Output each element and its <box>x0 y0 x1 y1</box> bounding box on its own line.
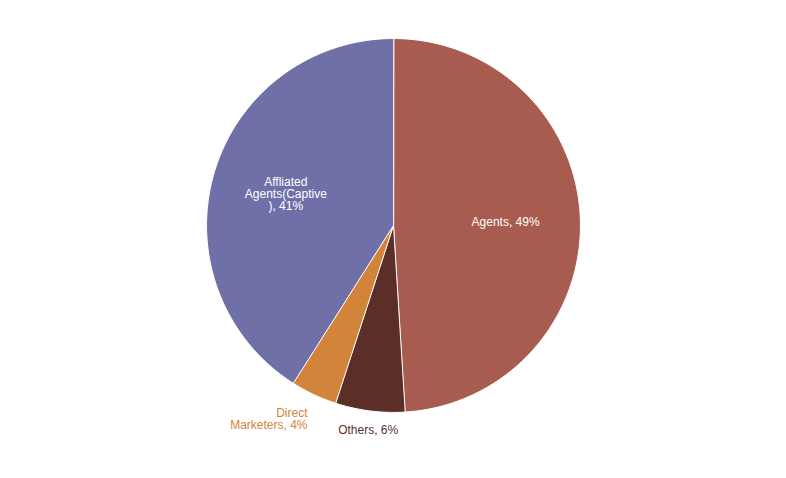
svg-text:Agents, 49%: Agents, 49% <box>472 215 540 229</box>
svg-text:AffliatedAgents(Captive), 41%: AffliatedAgents(Captive), 41% <box>245 175 327 213</box>
svg-text:DirectMarketers, 4%: DirectMarketers, 4% <box>230 406 308 432</box>
svg-text:Others, 6%: Others, 6% <box>338 423 398 437</box>
